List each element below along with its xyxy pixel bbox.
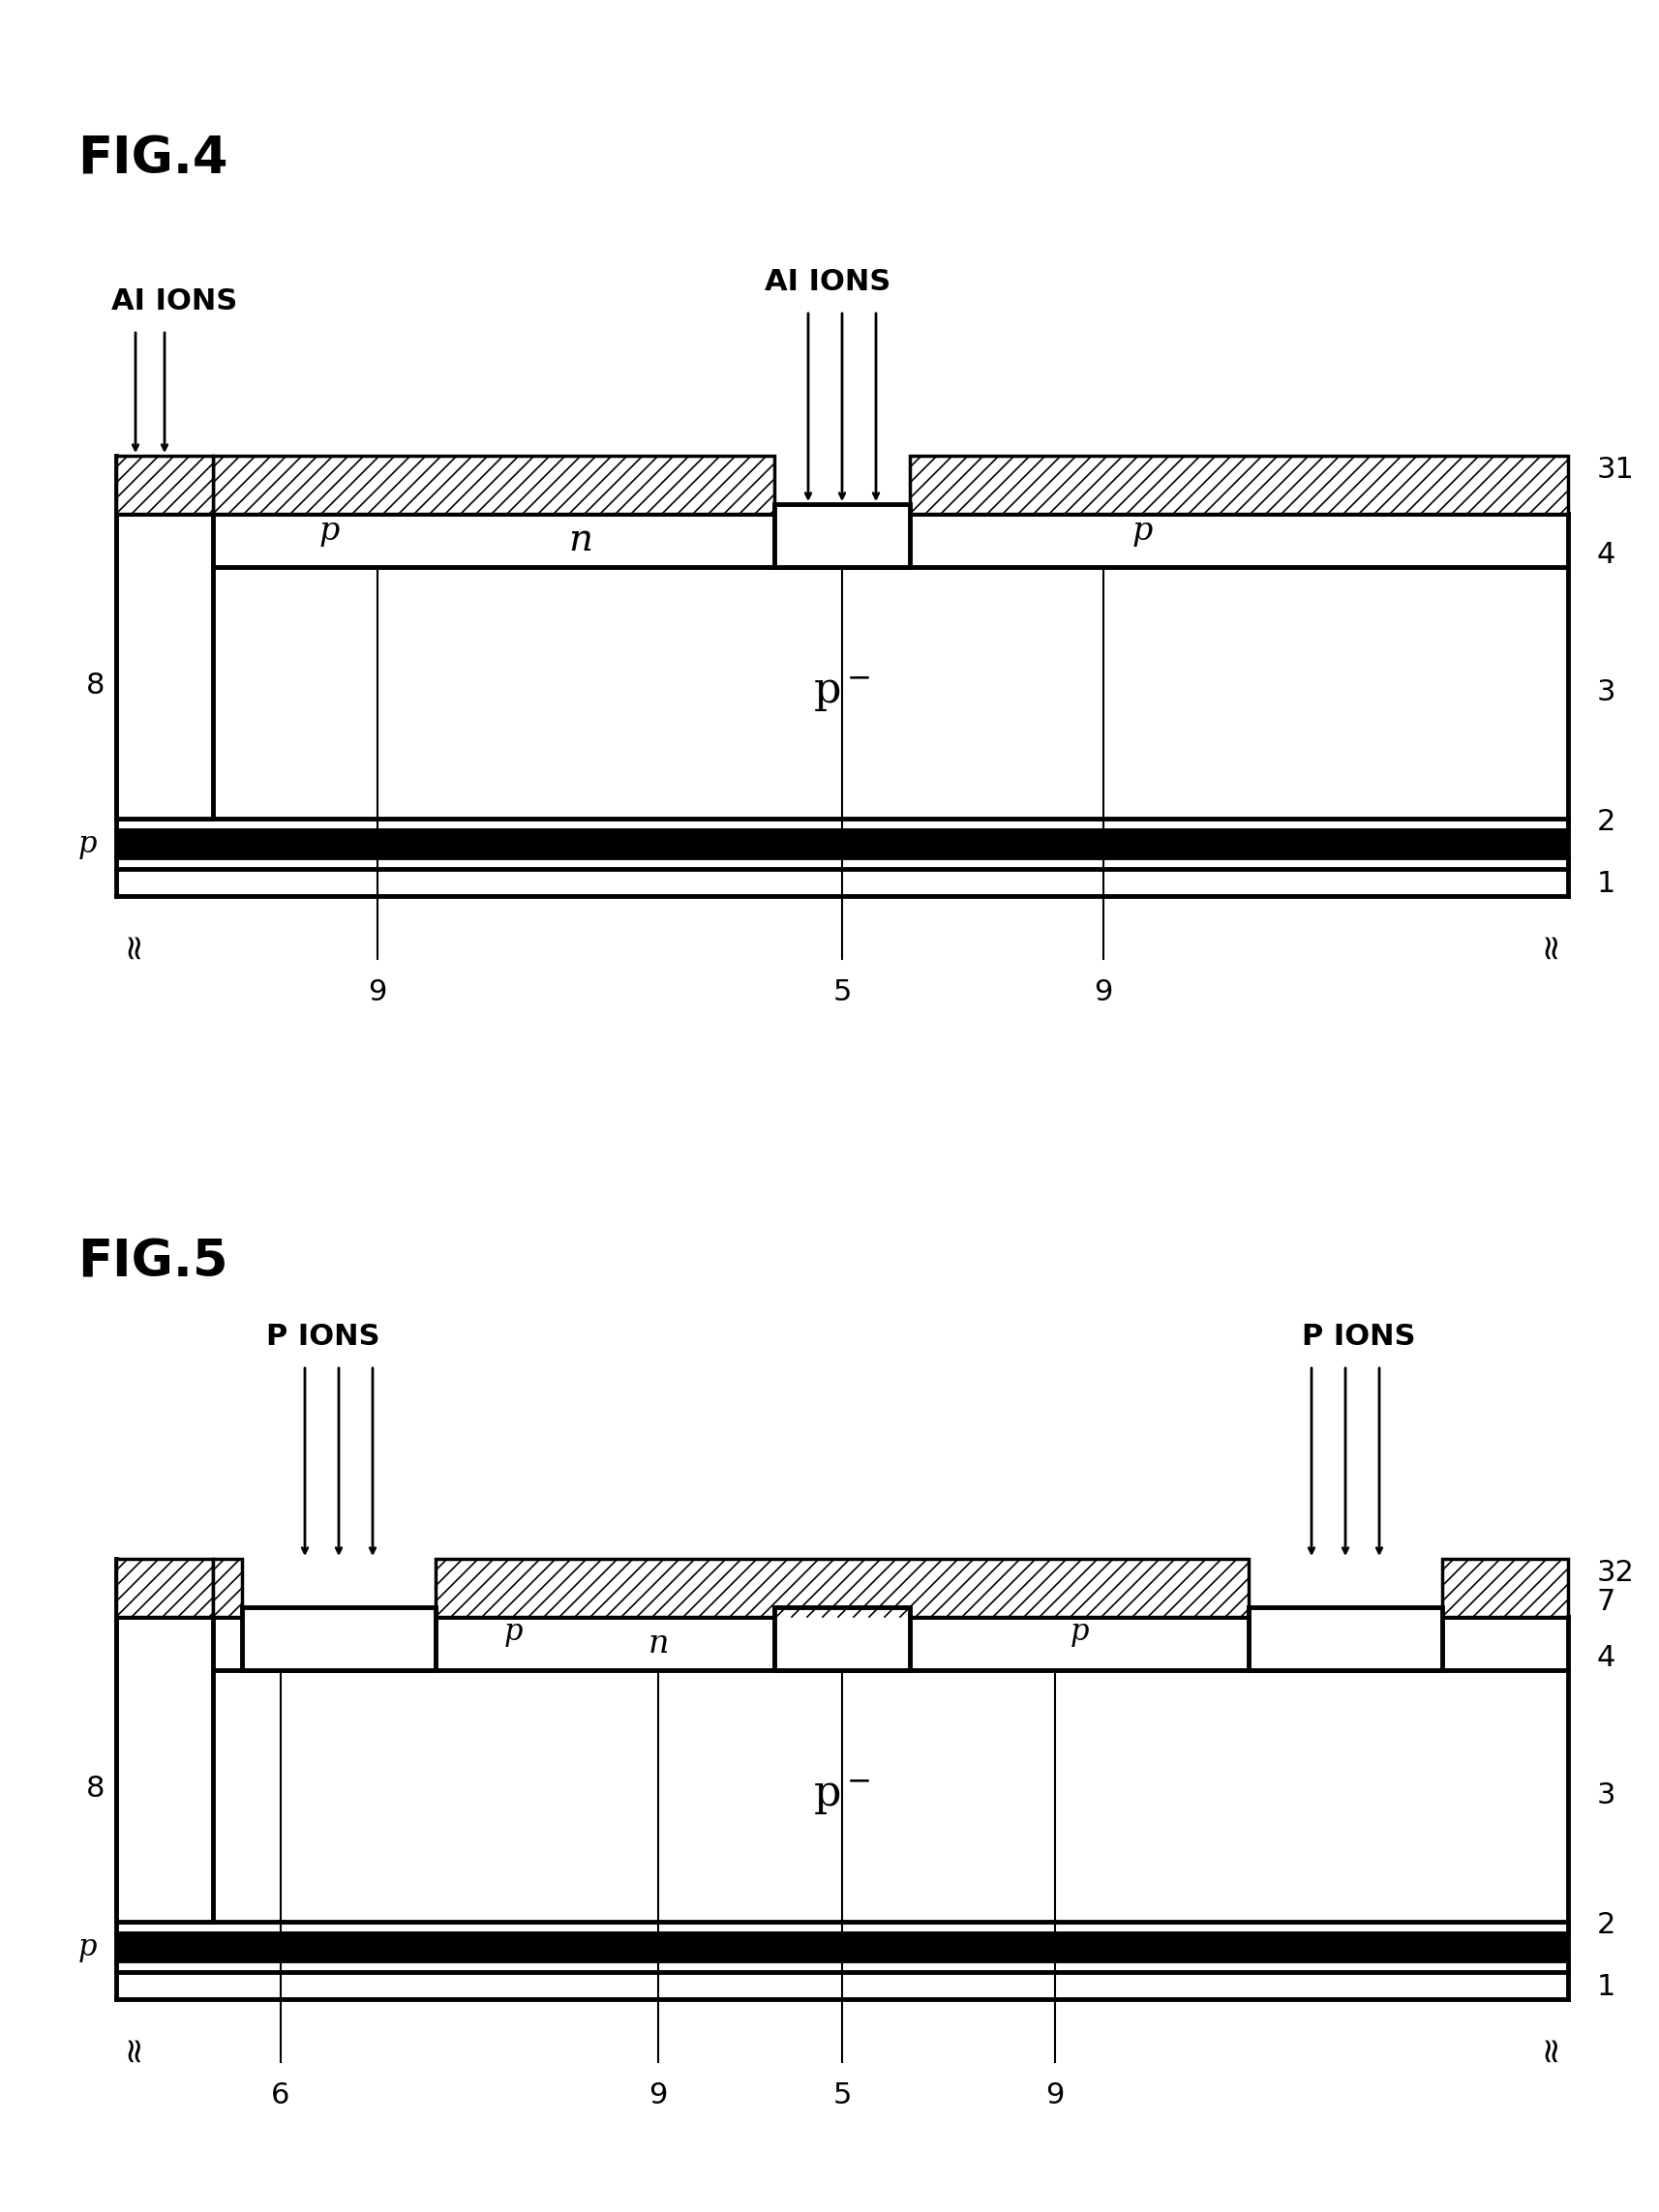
Bar — [775, 1608, 909, 1670]
Text: FIG.4: FIG.4 — [78, 135, 227, 186]
Text: 6: 6 — [272, 2081, 290, 2110]
Text: 8: 8 — [86, 1774, 105, 1803]
Text: n$^+$: n$^+$ — [320, 1626, 357, 1652]
Bar — [116, 1617, 212, 1922]
Text: 32: 32 — [1598, 1559, 1634, 1588]
Text: ≈: ≈ — [118, 2033, 149, 2062]
Bar — [242, 1608, 436, 1670]
Text: p$^+$: p$^+$ — [146, 650, 182, 684]
Bar — [212, 1559, 242, 1617]
Bar — [116, 1559, 212, 1617]
Bar — [1442, 1559, 1568, 1617]
Text: 9: 9 — [368, 978, 387, 1006]
Bar — [116, 513, 212, 818]
Text: ≈: ≈ — [1535, 2033, 1568, 2062]
Text: P IONS: P IONS — [1302, 1323, 1415, 1352]
Text: n$^+$: n$^+$ — [1327, 1626, 1364, 1652]
Bar — [116, 1933, 1568, 1960]
Text: p: p — [78, 830, 96, 858]
Text: p: p — [319, 515, 340, 546]
Text: 9: 9 — [1093, 978, 1113, 1006]
Text: p: p — [504, 1617, 523, 1648]
Text: p: p — [78, 1931, 96, 1962]
Text: 2: 2 — [1598, 1911, 1616, 1940]
Text: ≈: ≈ — [1535, 929, 1568, 960]
Text: 8: 8 — [86, 672, 105, 699]
Text: 5: 5 — [833, 2081, 851, 2110]
Text: p$^+$: p$^+$ — [823, 1621, 861, 1655]
Text: 3: 3 — [1598, 1783, 1616, 1809]
Text: p: p — [1070, 1617, 1088, 1648]
Text: FIG.5: FIG.5 — [78, 1237, 227, 1287]
Bar — [775, 504, 909, 566]
Text: P IONS: P IONS — [265, 1323, 380, 1352]
Text: 4: 4 — [1598, 542, 1616, 568]
Text: AI IONS: AI IONS — [765, 268, 891, 296]
Text: n: n — [647, 1628, 669, 1659]
Text: p: p — [1131, 515, 1153, 546]
Text: 1: 1 — [1598, 1973, 1616, 2002]
Bar — [116, 456, 212, 513]
Text: 31: 31 — [1598, 456, 1634, 484]
Text: 4: 4 — [1598, 1644, 1616, 1672]
Bar — [116, 830, 1568, 858]
Text: AI IONS: AI IONS — [111, 288, 237, 316]
Text: p$^+$: p$^+$ — [823, 520, 861, 553]
Bar — [1249, 1608, 1442, 1670]
Text: 9: 9 — [1045, 2081, 1065, 2110]
Text: 2: 2 — [1598, 807, 1616, 836]
Text: 9: 9 — [649, 2081, 667, 2110]
Bar — [909, 456, 1568, 513]
Text: ≈: ≈ — [118, 929, 149, 960]
Text: 7: 7 — [1598, 1588, 1616, 1617]
Text: p$^-$: p$^-$ — [813, 672, 871, 714]
Bar — [212, 456, 775, 513]
Text: 5: 5 — [833, 978, 851, 1006]
Bar — [436, 1559, 1249, 1617]
Text: p$^-$: p$^-$ — [813, 1774, 871, 1816]
Text: p$^+$: p$^+$ — [146, 1752, 182, 1785]
Text: 1: 1 — [1598, 869, 1616, 898]
Text: 3: 3 — [1598, 679, 1616, 708]
Text: n: n — [569, 522, 592, 557]
